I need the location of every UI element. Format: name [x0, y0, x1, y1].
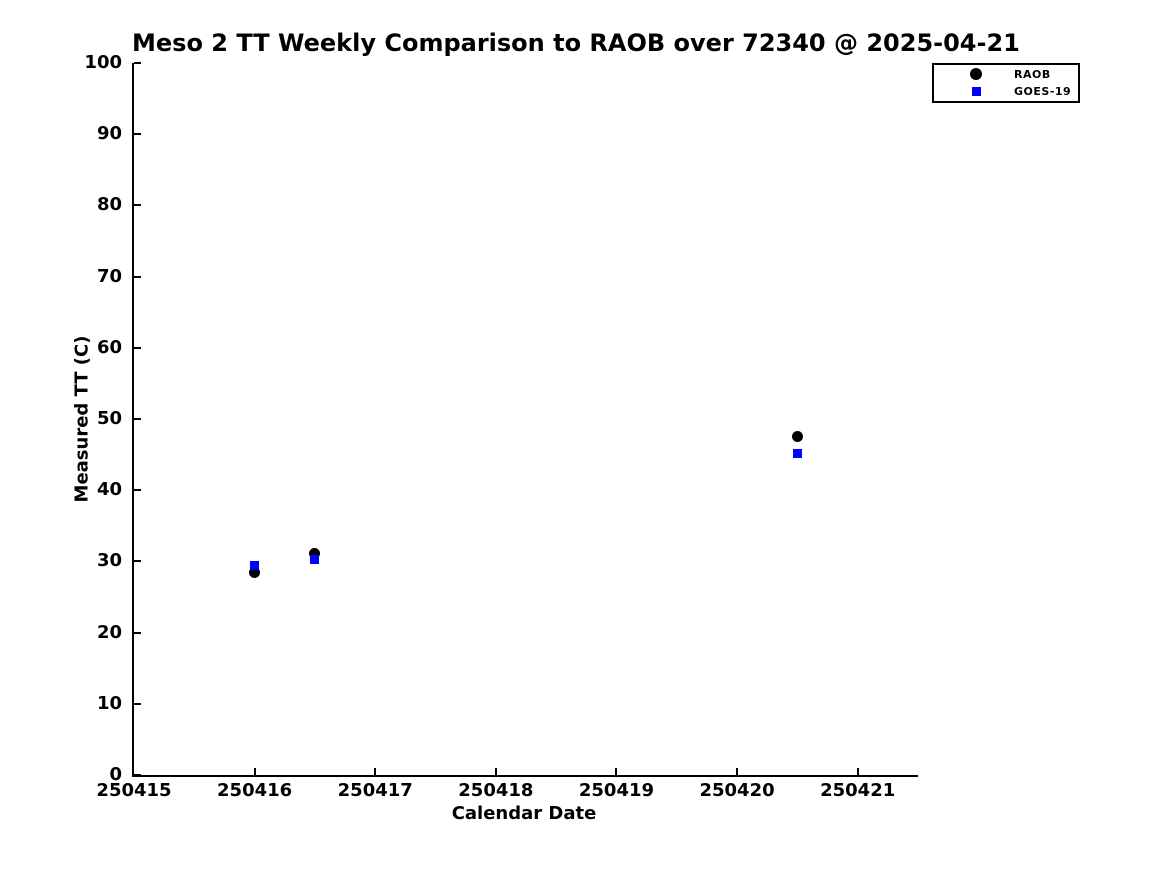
raob-circle-marker-icon [968, 68, 984, 81]
y-tick-mark [134, 774, 141, 776]
x-tick-mark [253, 768, 256, 775]
x-tick-label: 250418 [458, 780, 534, 801]
x-tick-label: 250419 [578, 780, 655, 801]
plot-area: 0 10 20 30 40 50 60 70 80 90 100 250415 250416 250417… [84, 52, 918, 801]
data-point-goes-19 [792, 448, 802, 458]
y-tick-mark [134, 133, 141, 136]
y-tick-mark [134, 204, 141, 207]
x-tick-label: 250415 [96, 780, 172, 801]
y-tick-mark [134, 631, 141, 634]
y-tick-mark [134, 346, 141, 349]
legend: RAOB GOES-19 [932, 63, 1080, 103]
y-tick-mark [134, 275, 141, 278]
x-tick-label: 250421 [820, 780, 896, 801]
y-tick-label: 70 [96, 265, 122, 287]
data-point-raob [249, 566, 261, 578]
x-tick-mark [374, 768, 377, 775]
data-point-raob [309, 548, 321, 560]
y-tick-label: 90 [96, 123, 122, 145]
x-tick-mark [615, 768, 618, 775]
y-tick-label: 40 [96, 479, 122, 501]
y-tick-label: 30 [96, 550, 122, 572]
y-tick-label: 20 [96, 621, 122, 643]
legend-item-raob: RAOB [934, 66, 1078, 82]
data-point-raob [791, 431, 803, 443]
data-point-goes-19 [250, 561, 260, 571]
y-tick-mark [134, 62, 141, 64]
legend-label-raob: RAOB [1014, 67, 1051, 81]
goes19-square-marker-icon [968, 87, 984, 97]
y-tick-mark [134, 702, 141, 705]
x-tick-mark [736, 768, 739, 775]
y-tick-label: 0 [109, 764, 122, 785]
y-tick-label: 10 [96, 692, 122, 714]
y-tick-mark [134, 560, 141, 563]
chart-title: Meso 2 TT Weekly Comparison to RAOB over… [132, 29, 1020, 57]
x-tick-label: 250420 [699, 780, 775, 801]
x-tick-label: 250416 [217, 780, 293, 801]
x-tick-label: 250417 [337, 780, 413, 801]
legend-item-goes19: GOES-19 [934, 84, 1078, 100]
x-axis-label: Calendar Date [451, 803, 597, 824]
y-tick-mark [134, 418, 141, 420]
y-tick-label: 100 [84, 52, 122, 73]
x-tick-mark [494, 768, 497, 775]
y-tick-label: 60 [96, 336, 122, 358]
y-tick-label: 50 [96, 408, 122, 429]
legend-label-goes19: GOES-19 [1014, 85, 1072, 99]
data-point-goes-19 [310, 555, 320, 565]
y-tick-label: 80 [96, 194, 122, 216]
x-tick-mark [856, 768, 859, 775]
y-tick-mark [134, 489, 141, 492]
